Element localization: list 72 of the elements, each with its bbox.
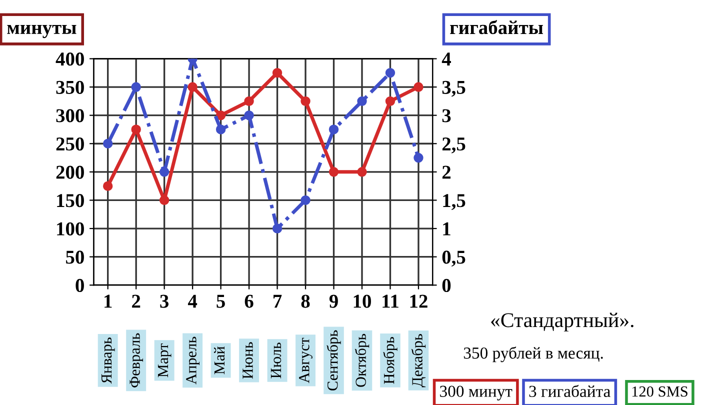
y2-tick-label: 3 — [442, 109, 451, 122]
y2-tick-label: 2 — [442, 166, 451, 179]
y-tick-label: 200 — [56, 166, 84, 179]
y-tick-label: 150 — [57, 194, 84, 208]
text: Январь — [102, 338, 115, 384]
point — [244, 96, 254, 106]
x-tick-label: 10 — [354, 294, 371, 308]
x-tick-label: 2 — [132, 294, 140, 308]
x-tick-label: 3 — [160, 294, 169, 308]
point — [328, 124, 339, 134]
text: Май — [214, 346, 225, 374]
point — [102, 181, 113, 191]
text: Август — [299, 338, 312, 384]
point — [131, 82, 141, 92]
y2-tick-label: 4 — [442, 52, 451, 66]
point — [300, 195, 310, 206]
y2-tick-label: 0,5 — [442, 250, 466, 267]
x-tick-label: 6 — [244, 294, 254, 308]
x-tick-label: 9 — [329, 294, 338, 308]
y-tick-label: 100 — [57, 222, 84, 236]
text: Июль — [270, 342, 282, 378]
text: Апрель — [186, 336, 200, 384]
x-tick-label: 4 — [188, 294, 198, 308]
x-tick-label: 7 — [274, 294, 282, 308]
x-tick-label: 5 — [216, 294, 225, 308]
y-tick-label: 350 — [56, 80, 84, 94]
point — [300, 96, 310, 106]
y2-axis-title: гигабайты — [450, 20, 543, 34]
y-tick-label: 400 — [56, 52, 84, 66]
point — [385, 96, 396, 106]
y2-tick-label: 1,5 — [443, 194, 466, 210]
text: Февраль — [130, 333, 144, 388]
text: Ноябрь — [383, 337, 398, 384]
text: Март — [158, 343, 172, 378]
y2-tick-label: 0 — [442, 278, 451, 292]
text: 120 SMS — [632, 386, 688, 397]
text: Сентябрь — [326, 330, 341, 390]
point — [159, 195, 170, 206]
y-axis-title: минуты — [7, 24, 76, 38]
y-tick-label: 250 — [56, 137, 84, 151]
y-tick-label: 0 — [76, 278, 84, 292]
point — [102, 138, 113, 148]
point — [385, 68, 396, 78]
point — [159, 167, 170, 177]
x-tick-label: 8 — [301, 294, 310, 308]
text: «Стандартный». — [491, 312, 634, 332]
point — [244, 110, 254, 120]
text: Октябрь — [354, 334, 370, 387]
point — [272, 224, 282, 234]
point — [357, 96, 367, 106]
text: Июнь — [242, 342, 253, 379]
y2-tick-label: 2,5 — [442, 137, 466, 154]
point — [414, 152, 424, 163]
point — [414, 82, 424, 92]
x-tick-label: 1 — [104, 294, 112, 308]
point — [272, 68, 282, 78]
y-tick-label: 300 — [56, 109, 84, 122]
point — [328, 167, 339, 177]
point — [131, 124, 141, 134]
x-tick-label: 12 — [410, 294, 428, 308]
y2-tick-label: 1 — [443, 222, 450, 236]
text: Декабрь — [411, 334, 426, 388]
text: 300 минут — [440, 386, 512, 400]
point — [357, 167, 367, 177]
point — [216, 124, 226, 134]
text: 350 рублей в месяц. — [464, 346, 603, 362]
y2-tick-label: 3,5 — [442, 80, 466, 97]
text: 3 гигабайта — [529, 384, 610, 398]
point — [188, 82, 198, 92]
point — [216, 110, 226, 120]
x-tick-label: 11 — [382, 294, 398, 308]
y-tick-label: 50 — [66, 250, 84, 264]
